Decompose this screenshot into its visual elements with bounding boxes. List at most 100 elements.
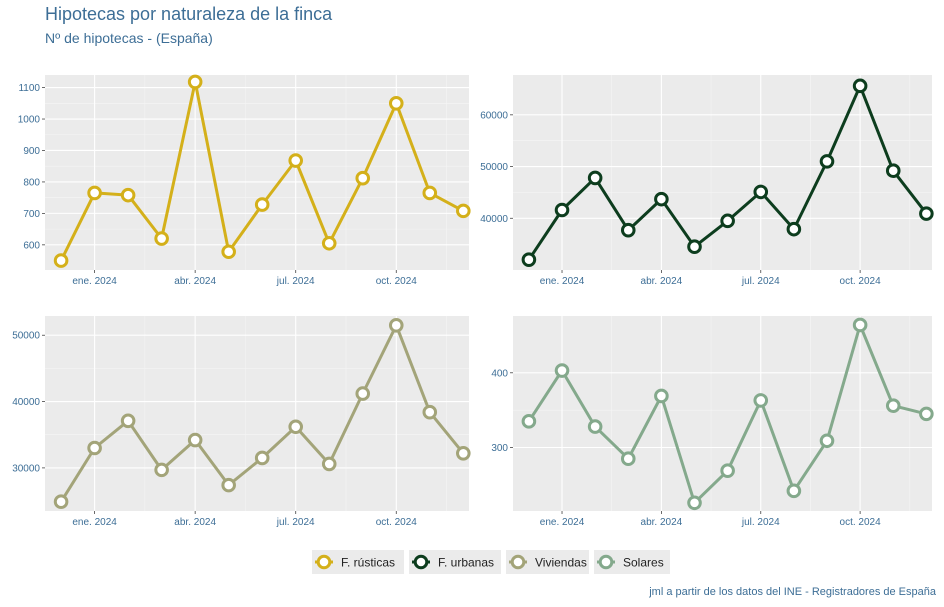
panel-viviendas: 30000 40000 50000 ene. 2024 abr. 2024 jul. 20…: [12, 316, 471, 528]
data-point: [654, 388, 669, 404]
data-point: [753, 393, 769, 408]
data-point: [221, 477, 236, 493]
data-point: [554, 363, 570, 378]
data-point: [456, 445, 471, 461]
y-tick-label: 60000: [480, 110, 508, 121]
data-point: [422, 404, 438, 420]
panel-background: [513, 75, 932, 270]
data-point: [786, 483, 802, 499]
y-tick-label: 40000: [12, 397, 40, 408]
data-point: [154, 462, 169, 478]
data-point: [521, 252, 537, 267]
x-tick-label: ene. 2024: [72, 517, 117, 528]
x-tick-label: abr. 2024: [174, 517, 216, 528]
data-point: [620, 451, 636, 467]
x-tick-label: jul. 2024: [741, 276, 780, 287]
data-point: [355, 386, 371, 401]
data-point: [554, 202, 570, 218]
data-point: [819, 154, 835, 169]
panel-solares: 300 400 ene. 2024 abr. 2024 jul. 2024 oct. 20…: [491, 316, 934, 528]
data-point: [720, 463, 735, 478]
legend-item-viviendas: Viviendas: [506, 550, 589, 574]
data-point: [53, 494, 69, 510]
y-tick-label: 30000: [12, 463, 40, 474]
data-point: [919, 206, 934, 221]
data-point: [456, 203, 471, 219]
x-tick-label: oct. 2024: [840, 276, 882, 287]
data-point: [687, 239, 702, 255]
panel-rusticas: 600 700 800 900 1000 1100 ene. 2024 abr. 2024 ju…: [18, 74, 471, 287]
x-tick-label: abr. 2024: [174, 276, 216, 287]
data-point: [288, 153, 304, 168]
data-point: [786, 221, 802, 237]
legend-label: Solares: [623, 556, 664, 570]
data-point: [919, 406, 934, 422]
panel-urbanas: 40000 50000 60000 ene. 2024 abr. 2024 jul. 20…: [480, 75, 934, 287]
data-point: [321, 235, 337, 251]
legend-key-marker: [510, 554, 526, 570]
data-point: [221, 244, 236, 260]
data-point: [187, 432, 203, 448]
data-point: [288, 419, 304, 435]
data-point: [321, 456, 337, 472]
legend-item-urbanas: F. urbanas: [409, 550, 501, 574]
chart-subtitle: Nº de hipotecas - (España): [45, 30, 213, 46]
data-point: [53, 253, 69, 268]
data-point: [388, 317, 404, 333]
legend-label: F. rústicas: [341, 556, 395, 570]
data-point: [254, 197, 270, 212]
y-tick-label: 1000: [18, 115, 41, 126]
x-tick-label: oct. 2024: [376, 276, 418, 287]
data-point: [187, 74, 203, 90]
legend-item-rusticas: F. rústicas: [312, 550, 404, 574]
data-point: [587, 170, 603, 186]
panel-background: [513, 316, 932, 511]
x-tick-label: jul. 2024: [741, 517, 780, 528]
y-tick-label: 50000: [480, 162, 508, 173]
legend-label: Viviendas: [535, 556, 587, 570]
data-point: [422, 185, 438, 201]
data-point: [120, 413, 136, 429]
chart-title: Hipotecas por naturaleza de la finca: [45, 4, 333, 24]
data-point: [388, 96, 404, 111]
legend-key-marker: [316, 554, 332, 570]
data-point: [87, 185, 102, 201]
x-tick-label: ene. 2024: [540, 276, 585, 287]
data-point: [819, 433, 835, 449]
y-tick-label: 800: [23, 177, 40, 188]
y-tick-label: 600: [23, 240, 40, 251]
y-tick-label: 1100: [18, 83, 40, 94]
x-tick-label: oct. 2024: [840, 517, 882, 528]
panel-background: [45, 75, 469, 270]
x-tick-label: ene. 2024: [72, 276, 117, 287]
legend-key-marker: [413, 554, 429, 570]
y-tick-label: 700: [23, 209, 40, 220]
legend: F. rústicas F. urbanas Viviendas Solares: [312, 550, 670, 574]
data-point: [687, 495, 702, 511]
data-point: [254, 450, 270, 466]
data-point: [521, 414, 537, 429]
data-point: [852, 317, 868, 333]
x-tick-label: oct. 2024: [376, 517, 418, 528]
data-point: [720, 213, 735, 229]
y-tick-label: 300: [491, 443, 508, 454]
data-point: [154, 231, 169, 246]
data-point: [885, 398, 901, 413]
legend-label: F. urbanas: [438, 556, 494, 570]
x-tick-label: jul. 2024: [276, 517, 315, 528]
y-tick-label: 40000: [480, 214, 508, 225]
data-point: [87, 440, 102, 456]
y-tick-label: 400: [491, 368, 508, 379]
data-point: [587, 419, 603, 434]
data-point: [120, 187, 136, 203]
data-point: [654, 191, 669, 207]
data-point: [885, 163, 901, 178]
x-tick-label: abr. 2024: [641, 517, 683, 528]
chart-caption: jml a partir de los datos del INE - Regi…: [649, 586, 936, 598]
data-point: [355, 170, 371, 186]
y-tick-label: 50000: [12, 331, 40, 342]
x-tick-label: jul. 2024: [276, 276, 315, 287]
x-tick-label: ene. 2024: [540, 517, 585, 528]
data-point: [852, 78, 868, 94]
